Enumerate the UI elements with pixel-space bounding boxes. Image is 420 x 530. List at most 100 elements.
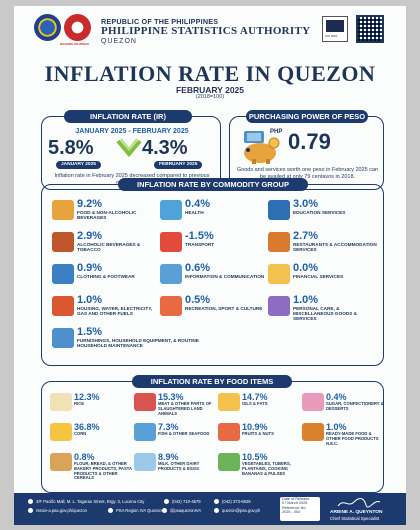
food-item: 0.4% SUGAR, CONFECTIONERY & DESSERTS xyxy=(302,392,384,420)
financial-icon xyxy=(268,264,290,284)
food-value: 8.9% xyxy=(158,452,179,462)
health-icon xyxy=(160,200,182,220)
bagong-pilipinas-text: BAGONG PILIPINAS xyxy=(60,42,90,46)
food-value: 12.3% xyxy=(74,392,100,402)
page-title: INFLATION RATE IN QUEZON xyxy=(44,61,376,86)
phone2-icon xyxy=(214,499,219,504)
bagong-pilipinas-logo-icon xyxy=(64,14,91,41)
communication-icon xyxy=(160,264,182,284)
signatory-title: Chief Statistical Specialist xyxy=(330,516,380,521)
commodity-label: ALCOHOLIC BEVERAGES & TOBACCO xyxy=(77,242,141,253)
inflation-rate-panel: JANUARY 2025 - FEBRUARY 2025 5.8% 4.3% J… xyxy=(41,116,221,190)
commodity-label: FINANCIAL SERVICES xyxy=(293,274,344,279)
food-item: 8.9% MILK, OTHER DAIRY PRODUCTS & EGGS xyxy=(134,452,216,480)
ref-label: Reference No. xyxy=(282,505,307,510)
food-icon xyxy=(52,200,74,220)
facebook-icon xyxy=(108,508,113,513)
commodity-value: 0.5% xyxy=(185,294,211,306)
ref-no: 2025 - 004 xyxy=(282,510,301,515)
food-value: 36.8% xyxy=(74,422,100,432)
release-date: 07 March 2025 xyxy=(282,501,308,506)
rice-icon xyxy=(50,393,72,411)
corn-icon xyxy=(50,423,72,441)
food-label: FRUITS & NUTS xyxy=(242,431,274,436)
food-item: 12.3% RICE xyxy=(50,392,132,420)
fish-icon xyxy=(134,423,156,441)
commodity-item: 2.7% RESTAURANTS & ACCOMMODATION SERVICES xyxy=(268,230,377,262)
sugar-icon xyxy=(302,393,324,411)
location-icon xyxy=(28,499,33,504)
decrease-chevron-icon xyxy=(116,138,142,158)
commodity-label: CLOTHING & FOOTWEAR xyxy=(77,274,135,279)
personal-care-icon xyxy=(268,296,290,316)
food-value: 0.4% xyxy=(326,392,347,402)
footer-email[interactable]: quezon@psa.gov.ph xyxy=(222,508,261,513)
commodity-item: 2.9% ALCOHOLIC BEVERAGES & TOBACCO xyxy=(52,230,160,262)
commodity-label: HEALTH xyxy=(185,210,204,215)
commodity-value: 2.9% xyxy=(77,230,103,242)
footer: 3/F Pacific Mall, M. L. Tagarao Street, … xyxy=(14,493,406,525)
commodity-value: 1.0% xyxy=(293,294,319,306)
footer-phone2: (042) 373-6829 xyxy=(222,499,251,504)
education-icon xyxy=(268,200,290,220)
header: BAGONG PILIPINAS REPUBLIC OF THE PHILIPP… xyxy=(14,6,406,52)
fruit-icon xyxy=(218,423,240,441)
cert-text: ISO 9001 xyxy=(325,34,338,38)
food-item: 10.5% VEGETABLES, TUBERS, PLANTAINS, COOK… xyxy=(218,452,300,480)
commodity-label: PERSONAL CARE, & MISCELLANEOUS GOODS & S… xyxy=(293,306,358,322)
ppp-heading: PURCHASING POWER OF PESO (PPP) xyxy=(246,110,368,134)
food-label: MILK, OTHER DAIRY PRODUCTS & EGGS xyxy=(158,461,200,471)
recreation-icon xyxy=(160,296,182,316)
food-label: FLOUR, BREAD, & OTHER BAKERY PRODUCTS, P… xyxy=(74,461,132,481)
food-item: 1.0% READY-MADE FOOD & OTHER FOOD PRODUCT… xyxy=(302,422,384,450)
food-label: VEGETABLES, TUBERS, PLANTAINS, COOKING B… xyxy=(242,461,291,476)
release-info: Date of Release: 07 March 2025 Reference… xyxy=(280,497,320,521)
food-panel: 12.3% RICE 15.3% MEAT & OTHER PARTS OF SLAU… xyxy=(41,381,384,493)
commodity-item: 0.4% HEALTH xyxy=(160,198,268,230)
footer-twitter[interactable]: @psaquezonIVA xyxy=(170,508,202,513)
signature-icon xyxy=(337,497,381,508)
food-value: 10.9% xyxy=(242,422,268,432)
commodity-label: RESTAURANTS & ACCOMMODATION SERVICES xyxy=(293,242,377,253)
commodity-item: 0.6% INFORMATION & COMMUNICATION xyxy=(160,262,268,294)
republic-text: REPUBLIC OF THE PHILIPPINES xyxy=(101,17,219,26)
email-icon xyxy=(214,508,219,513)
food-item: 0.8% FLOUR, BREAD, & OTHER BAKERY PRODUCT… xyxy=(50,452,132,480)
signatory-name: ARIENE A. QUEYNTON xyxy=(330,510,383,515)
oil-icon xyxy=(218,393,240,411)
commodity-label: TRANSPORT xyxy=(185,242,215,247)
inflation-range: JANUARY 2025 - FEBRUARY 2025 xyxy=(75,128,189,135)
footer-facebook[interactable]: PSA Region IVA Quezon xyxy=(116,508,162,513)
housing-icon xyxy=(52,296,74,316)
food-value: 7.3% xyxy=(158,422,179,432)
commodity-value: 0.9% xyxy=(77,262,103,274)
ppp-currency: PHP xyxy=(270,129,283,135)
transport-icon xyxy=(160,232,182,252)
base-year: (2018=100) xyxy=(195,94,225,100)
food-item: 14.7% OILS & FATS xyxy=(218,392,300,420)
commodity-item: 3.0% EDUCATION SERVICES xyxy=(268,198,376,230)
commodity-value: 0.4% xyxy=(185,198,211,210)
commodity-panel: 9.2% FOOD & NON-ALCOHOLIC BEVERAGES 0.4% HE… xyxy=(41,184,384,366)
milk-icon xyxy=(134,453,156,471)
january-rate: 5.8% xyxy=(48,137,94,159)
infographic-page: BAGONG PILIPINAS REPUBLIC OF THE PHILIPP… xyxy=(14,6,406,525)
food-item: 10.9% FRUITS & NUTS xyxy=(218,422,300,450)
commodity-item: 1.5% FURNISHINGS, HOUSEHOLD EQUIPMENT, & … xyxy=(52,326,252,358)
commodity-label: HOUSING, WATER, ELECTRICITY, GAS AND OTH… xyxy=(77,306,153,317)
twitter-icon xyxy=(162,508,167,513)
commodity-item: 0.5% RECREATION, SPORT & CULTURE xyxy=(160,294,268,326)
february-rate: 4.3% xyxy=(142,137,188,159)
agency-name: PHILIPPINE STATISTICS AUTHORITY xyxy=(101,25,311,37)
qr-code-icon xyxy=(356,15,384,43)
footer-website[interactable]: rssoiv-a.psa.gov.ph/quezon xyxy=(36,508,87,513)
february-label: FEBRUARY 2025 xyxy=(154,161,203,169)
food-label: OILS & FATS xyxy=(242,401,268,406)
commodity-item: 0.9% CLOTHING & FOOTWEAR xyxy=(52,262,160,294)
commodity-item: -1.5% TRANSPORT xyxy=(160,230,268,262)
commodity-label: INFORMATION & COMMUNICATION xyxy=(185,274,265,279)
iso-certification-icon: ISO 9001 xyxy=(322,16,348,42)
commodity-heading: INFLATION RATE BY COMMODITY GROUP xyxy=(118,178,308,191)
commodity-label: FURNISHINGS, HOUSEHOLD EQUIPMENT, & ROUT… xyxy=(77,338,199,349)
commodity-item: 1.0% HOUSING, WATER, ELECTRICITY, GAS AND… xyxy=(52,294,160,326)
